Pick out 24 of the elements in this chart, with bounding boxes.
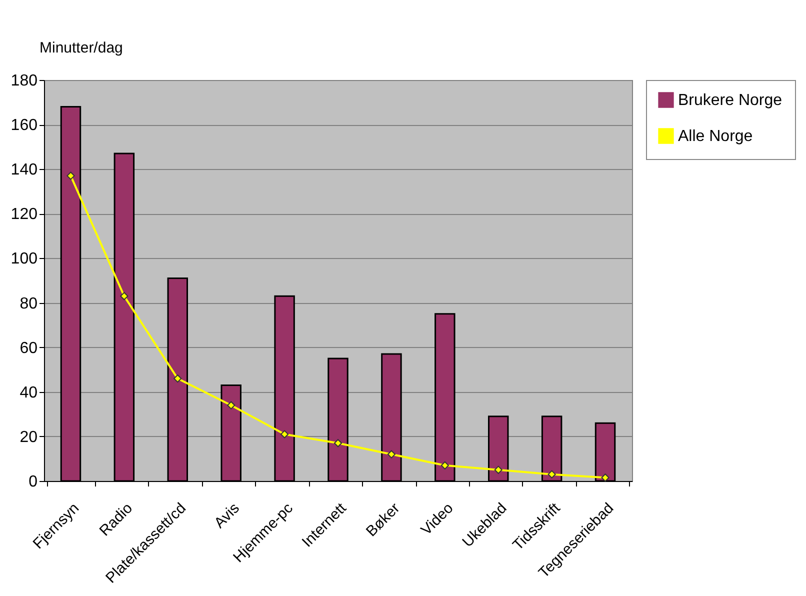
point — [120, 292, 128, 300]
y-tick-label: 120 — [10, 206, 38, 224]
y-tick-label: 20 — [20, 428, 38, 446]
y-tick-label: 160 — [10, 117, 38, 134]
point — [66, 172, 75, 180]
point — [174, 374, 182, 383]
y-axis-title: Minutter/dag — [40, 40, 123, 56]
y-tick-label: 140 — [10, 162, 38, 179]
point — [280, 430, 289, 438]
y-tick-label: 80 — [20, 295, 38, 312]
legend-label: Alle Norge — [678, 128, 753, 145]
point — [494, 466, 502, 474]
point — [387, 450, 396, 458]
point — [227, 401, 236, 410]
y-tick-label: 100 — [10, 250, 38, 268]
y-tick-label: 60 — [20, 340, 38, 357]
legend-label: Brukere Norge — [678, 92, 782, 109]
y-tick-label: 180 — [10, 72, 38, 90]
point — [601, 474, 610, 482]
point — [548, 470, 556, 478]
y-tick-label: 0 — [28, 474, 38, 490]
point — [334, 439, 342, 448]
y-tick-label: 40 — [20, 384, 38, 402]
point — [440, 461, 449, 470]
